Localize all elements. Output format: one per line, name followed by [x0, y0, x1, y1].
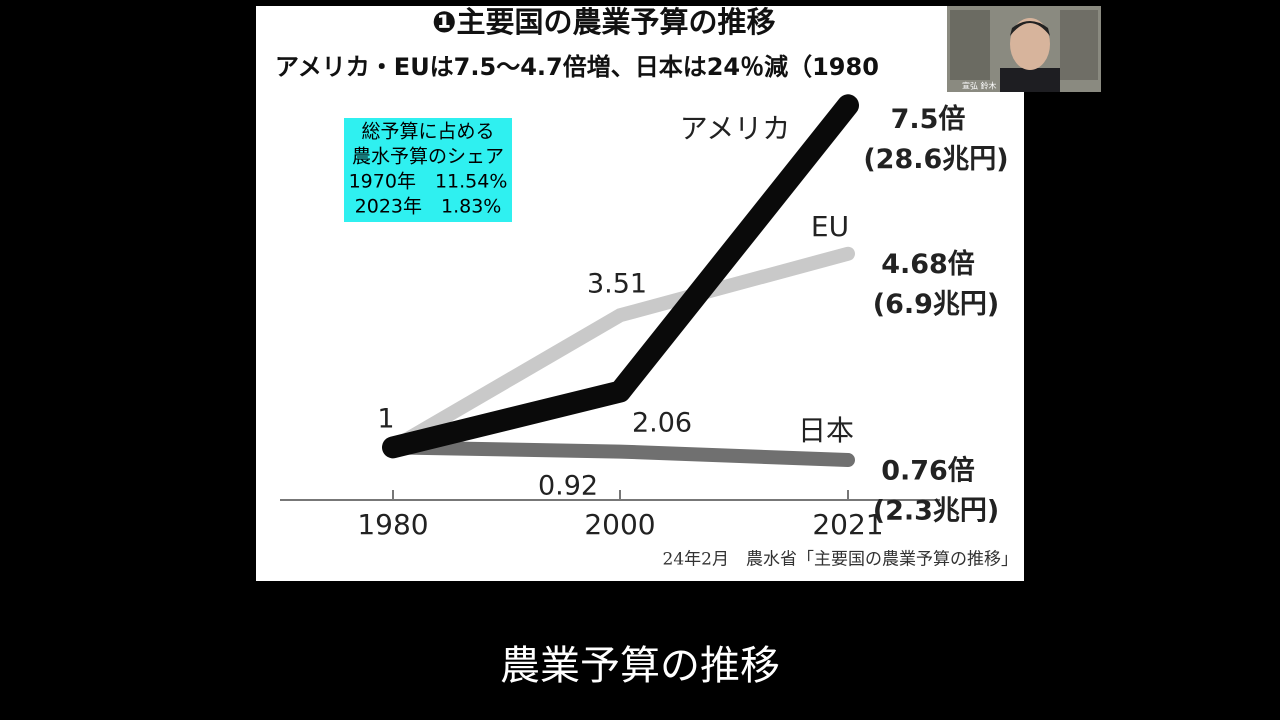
webcam-name: 宣弘 鈴木 [962, 81, 997, 91]
x-tick-label: 2021 [812, 508, 883, 541]
series-line [386, 440, 855, 468]
data-label: 2.06 [632, 408, 692, 439]
bookshelf [1060, 10, 1098, 80]
value-label: 0.76倍 [881, 455, 975, 487]
webcam: 宣弘 鈴木 [947, 6, 1101, 92]
person-body [1000, 68, 1060, 92]
amount-label: (28.6兆円) [863, 144, 1008, 175]
amount-label: (2.3兆円) [873, 496, 1000, 527]
chart-image [256, 6, 1024, 581]
series-line [386, 246, 855, 455]
x-tick-label: 2000 [584, 508, 655, 541]
value-label: 7.5倍 [891, 103, 966, 135]
series-label: 日本 [798, 414, 854, 447]
value-label: 4.68倍 [881, 248, 975, 280]
data-label: 0.92 [538, 471, 598, 502]
series-label: EU [811, 210, 849, 243]
amount-label: (6.9兆円) [873, 289, 1000, 320]
data-label: 1 [377, 404, 394, 435]
annotation-line: 1970年 11.54% [349, 171, 508, 193]
annotation-line: 農水予算のシェア [352, 146, 504, 168]
chart-title: ❶主要国の農業予算の推移 [432, 5, 776, 39]
person-hair [1010, 21, 1050, 36]
annotation-line: 2023年 1.83% [355, 196, 502, 218]
x-tick-label: 1980 [357, 508, 428, 541]
data-label: 3.51 [587, 269, 647, 300]
annotation-line: 総予算に占める [361, 121, 494, 143]
annotation-box [344, 118, 512, 222]
chart-subtitle: アメリカ・EUは7.5〜4.7倍増、日本は24％減（1980 [275, 53, 879, 81]
source: 24年2月 農水省「主要国の農業予算の推移」 [663, 550, 1018, 570]
person-head [1010, 18, 1050, 70]
bookshelf [950, 10, 990, 80]
series-label: アメリカ [680, 112, 791, 145]
series-line [382, 94, 859, 459]
caption: 農業予算の推移 [500, 643, 780, 689]
